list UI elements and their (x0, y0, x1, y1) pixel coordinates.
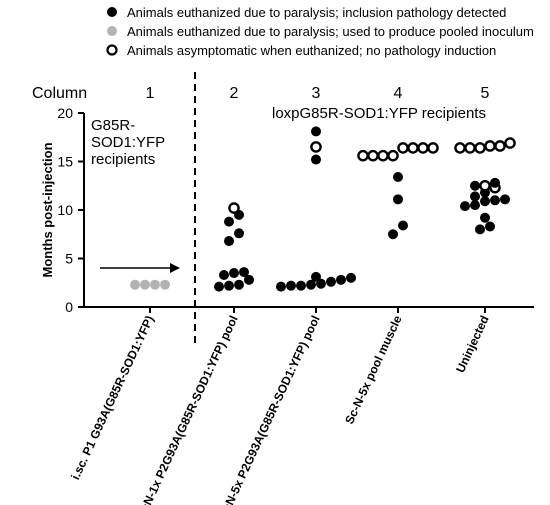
x-category-label: i.sc. P1 G93A(G85R-SOD1:YFP) (68, 313, 157, 482)
data-point-filled (244, 274, 254, 285)
data-point-open (357, 149, 369, 162)
data-point-filled (219, 269, 229, 280)
y-tick-label: 0 (65, 299, 73, 315)
data-point-open (417, 142, 429, 154)
y-tick-label: 5 (65, 251, 73, 267)
data-point-open (494, 140, 506, 152)
data-point-open (397, 142, 409, 154)
data-point-open (464, 142, 476, 154)
column-number-4: 4 (394, 85, 403, 102)
y-ticks: 0 5 10 15 20 (57, 105, 84, 315)
data-point-filled (311, 126, 321, 137)
data-point-filled (214, 281, 224, 292)
annotation-left-line-3: recipients (91, 151, 155, 168)
data-point-open (310, 141, 322, 153)
data-point-filled (485, 221, 495, 232)
data-point-filled (470, 200, 480, 211)
data-point-open (228, 202, 240, 214)
data-point-filled (393, 194, 403, 205)
data-point-filled (480, 196, 490, 207)
data-point-open (504, 137, 516, 149)
data-point-open (454, 142, 466, 154)
data-point-gray (160, 279, 170, 290)
data-point-filled (239, 267, 249, 278)
column-number-5: 5 (481, 85, 490, 102)
y-tick-label: 20 (57, 105, 73, 121)
data-point-filled (234, 279, 244, 290)
legend-marker-gray (107, 26, 117, 36)
data-point-filled (311, 271, 321, 282)
data-point-open (474, 142, 486, 154)
data-point-open (387, 149, 399, 162)
data-point-filled (346, 272, 356, 283)
data-point-filled (276, 281, 286, 292)
data-point-filled (296, 280, 306, 291)
data-point-filled (311, 154, 321, 165)
data-point-filled (224, 236, 234, 247)
column-number-3: 3 (312, 85, 321, 102)
data-point-filled (234, 228, 244, 239)
x-category-label: Sc-N-5x pool muscle (342, 313, 405, 426)
data-point-filled (336, 274, 346, 285)
data-point-open (377, 149, 389, 162)
data-point-filled (326, 276, 336, 287)
data-point-gray (140, 279, 150, 290)
legend-label-open: Animals asymptomatic when euthanized; no… (127, 43, 496, 58)
x-category-label: ScN-5x P2G93A(G85R-SOD1:YFP) pool (216, 313, 323, 505)
data-point-open (427, 142, 439, 154)
data-point-filled (398, 220, 408, 231)
y-tick-label: 15 (57, 154, 73, 170)
data-point-filled (490, 195, 500, 206)
data-point-filled (306, 279, 316, 290)
column-header-title: Column (32, 85, 87, 102)
y-axis-label: Months post-injection (40, 142, 55, 277)
data-point-filled (460, 201, 470, 212)
data-point-open (367, 149, 379, 162)
arrow-icon (100, 263, 180, 273)
annotation-right-group: loxpG85R-SOD1:YFP recipients (272, 105, 486, 122)
data-point-filled (470, 191, 480, 202)
y-tick-label: 10 (57, 202, 73, 218)
data-point-open (407, 142, 419, 154)
column-number-2: 2 (230, 85, 239, 102)
data-point-open (484, 140, 496, 152)
legend-label-gray: Animals euthanized due to paralysis; use… (127, 24, 534, 39)
data-point-filled (393, 172, 403, 183)
data-point-open (479, 179, 491, 192)
data-point-filled (500, 194, 510, 205)
column-number-1: 1 (146, 85, 155, 102)
data-point-filled (490, 177, 500, 188)
data-point-filled (224, 280, 234, 291)
data-point-filled (286, 280, 296, 291)
data-point-gray (130, 279, 140, 290)
legend-marker-filled (107, 7, 117, 17)
x-category-label: Uninjected (453, 313, 492, 375)
data-point-gray (150, 279, 160, 290)
annotation-left-line-2: SOD1:YFP (91, 134, 165, 151)
legend-marker-open (106, 44, 118, 56)
x-category-labels: i.sc. P1 G93A(G85R-SOD1:YFP)ScN-1x P2G93… (68, 307, 492, 505)
data-point-filled (224, 216, 234, 227)
data-points (130, 126, 516, 292)
x-category-label: ScN-1x P2G93A(G85R-SOD1:YFP) pool (134, 313, 241, 505)
data-point-filled (388, 229, 398, 240)
data-point-filled (229, 268, 239, 279)
legend-label-filled: Animals euthanized due to paralysis; inc… (127, 5, 506, 20)
annotation-left-line-1: G85R- (91, 117, 135, 134)
data-point-filled (470, 180, 480, 191)
data-point-filled (480, 212, 490, 223)
data-point-filled (475, 224, 485, 235)
legend: Animals euthanized due to paralysis; inc… (106, 5, 534, 58)
